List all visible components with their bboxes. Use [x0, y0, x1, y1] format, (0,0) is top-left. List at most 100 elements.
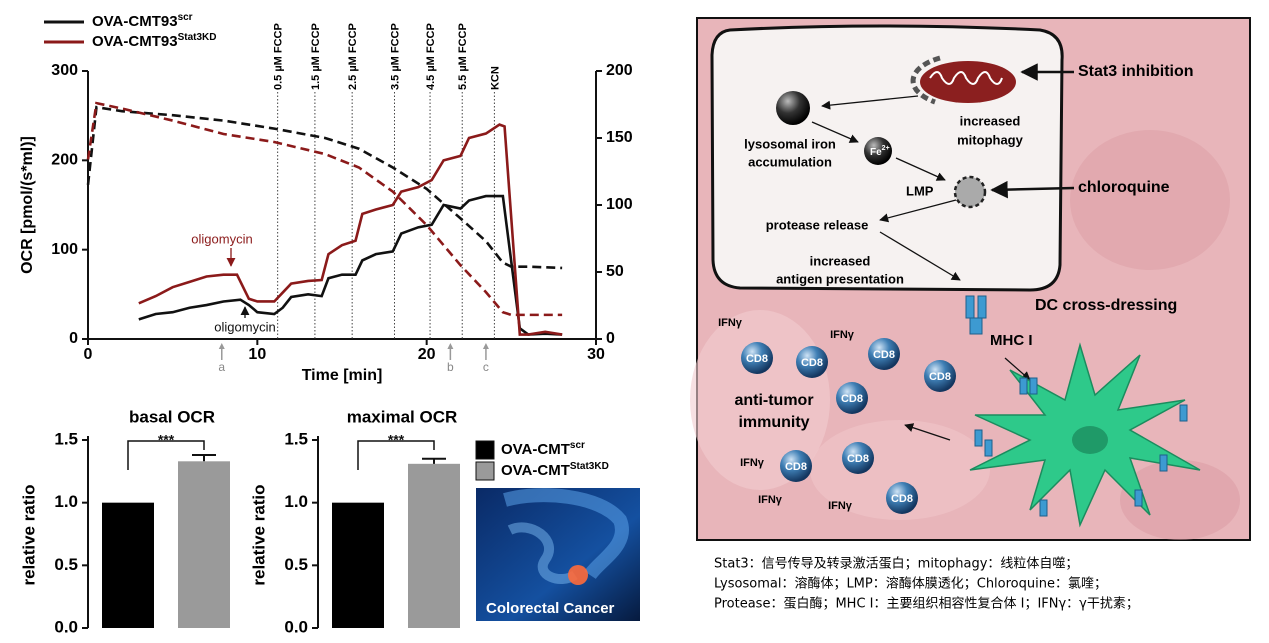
y-tick-label: 0.5 [284, 555, 308, 574]
series-line [138, 194, 563, 336]
legend-superscript: Stat3KD [178, 32, 217, 43]
bar [102, 502, 154, 628]
label: chloroquine [1078, 179, 1170, 196]
y-tick-label: 0.0 [54, 617, 78, 636]
legend-label: OVA-CMT93scr [92, 12, 193, 30]
y-axis-label: relative ratio [19, 484, 38, 585]
cd8-cell [842, 442, 874, 474]
cd8-label: CD8 [891, 493, 913, 505]
texture [1120, 460, 1240, 540]
y-tick-label: 1.5 [284, 429, 308, 448]
cd8-label: CD8 [746, 353, 768, 365]
injection-label: 2.5 µM FCCP [347, 23, 359, 90]
arrow [895, 157, 946, 181]
series-line [86, 101, 563, 317]
label: DC cross-dressing [1035, 297, 1177, 314]
ifn-label: IFNγ [828, 500, 853, 512]
arrow [821, 95, 919, 110]
legend-name: OVA-CMT [501, 441, 570, 458]
cd8-cell [924, 360, 956, 392]
legend-swatch [475, 440, 495, 460]
label: Fe [870, 147, 882, 158]
arrow [904, 423, 951, 441]
injection-label: 5.5 µM FCCP [457, 23, 469, 90]
y-tick-label: 1.5 [54, 429, 78, 448]
ifn-label: IFNγ [830, 329, 855, 341]
permeabilized-lysosome [953, 175, 987, 209]
legend-label: OVA-CMT93Stat3KD [92, 32, 216, 50]
mhc [1029, 377, 1038, 395]
injection-label: 3.5 µM FCCP [389, 23, 401, 90]
cd8-label: CD8 [847, 453, 869, 465]
cd8-cell [868, 338, 900, 370]
y2-tick-label: 100 [606, 196, 633, 213]
label: Fe2+ [870, 145, 890, 158]
x-axis-label: Time [min] [302, 367, 383, 384]
series-line [86, 105, 563, 270]
mhc [977, 295, 987, 319]
cd8-label: CD8 [801, 357, 823, 369]
significance-label: *** [388, 432, 405, 448]
label: MHC I [990, 332, 1033, 349]
significance-label: *** [158, 432, 175, 448]
legend-name: OVA-CMT [501, 462, 570, 479]
mhc [965, 295, 975, 319]
label: lysosomal iron [744, 136, 836, 151]
annotation: oligomycin [214, 319, 275, 334]
legend-superscript: Stat3KD [570, 461, 609, 472]
label: increased [960, 113, 1021, 128]
bar [408, 463, 460, 628]
mhc [1179, 404, 1188, 422]
mhc [1159, 454, 1168, 472]
legend-swatch [475, 461, 495, 481]
injection-label: 4.5 µM FCCP [425, 23, 437, 90]
cd8-label: CD8 [785, 461, 807, 473]
arrow [879, 199, 957, 223]
cd8-cell [886, 482, 918, 514]
label: mitophagy [957, 132, 1023, 147]
x-tick-label: 30 [587, 346, 605, 363]
texture [690, 310, 830, 490]
cd8-cell [836, 382, 868, 414]
cristae [929, 71, 1003, 85]
y-tick-label: 1.0 [54, 492, 78, 511]
ifn-label: IFNγ [718, 317, 743, 329]
injection-label: 1.5 µM FCCP [310, 23, 322, 90]
legend-superscript: scr [570, 440, 585, 451]
legend-superscript: scr [178, 12, 193, 23]
error-bar [422, 457, 446, 464]
legend-label: OVA-CMTStat3KD [501, 461, 609, 479]
annotation: oligomycin [191, 231, 252, 246]
mhc [984, 439, 993, 457]
marker-head [482, 343, 489, 349]
label: increased [810, 253, 871, 268]
y2-tick-label: 150 [606, 129, 633, 146]
ifn-label: IFNγ [740, 457, 765, 469]
arrow [990, 180, 1075, 199]
tumor [568, 565, 588, 585]
label: immunity [738, 414, 809, 431]
texture [1070, 130, 1230, 270]
significance-bracket [127, 440, 205, 470]
significance-bracket [357, 440, 435, 470]
photo-caption: Colorectal Cancer [486, 600, 615, 617]
y2-tick-label: 0 [606, 330, 615, 347]
arrow [811, 121, 859, 143]
iron [864, 137, 892, 165]
y-tick-label: 0.5 [54, 555, 78, 574]
y-tick-label: 1.0 [284, 492, 308, 511]
mhc [969, 317, 983, 335]
label: antigen presentation [776, 271, 904, 286]
label: Stat3 inhibition [1078, 63, 1194, 80]
x-tick-label: 20 [418, 346, 436, 363]
legend-name: OVA-CMT93 [92, 13, 178, 30]
marker-head [447, 343, 454, 349]
mhc [974, 429, 983, 447]
bar [178, 461, 230, 628]
caption-line: Stat3：信号传导及转录激活蛋白；mitophagy：线粒体自噬； [714, 556, 1078, 572]
caption-line: Lysosomal：溶酶体；LMP：溶酶体膜透化；Chloroquine：氯喹； [714, 576, 1107, 592]
y2-tick-label: 200 [606, 62, 633, 79]
y-tick-label: 300 [51, 62, 78, 79]
